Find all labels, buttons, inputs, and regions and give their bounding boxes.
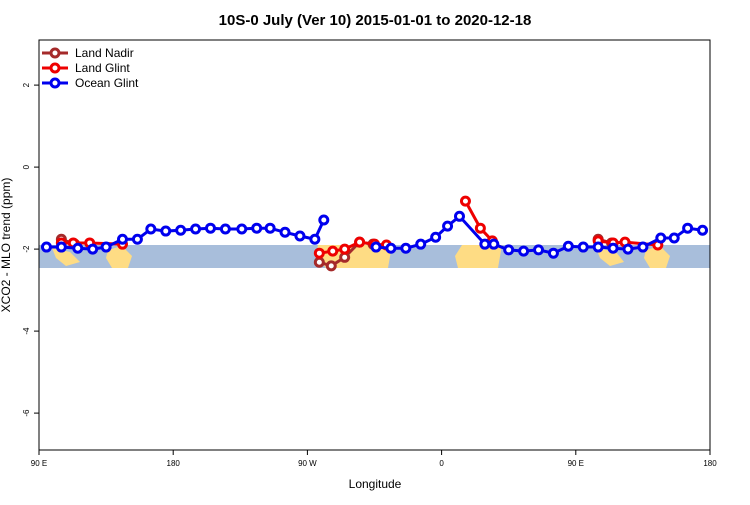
point: [370, 241, 382, 253]
point: [313, 256, 325, 268]
point: [190, 223, 202, 235]
point: [577, 241, 589, 253]
point: [592, 241, 604, 253]
point: [430, 231, 442, 243]
point: [622, 243, 634, 255]
point: [503, 244, 515, 256]
point: [313, 247, 325, 259]
point: [145, 223, 157, 235]
point: [175, 224, 187, 236]
land: [596, 248, 624, 266]
point: [354, 236, 366, 248]
point: [518, 245, 530, 257]
point: [72, 242, 84, 254]
land: [455, 245, 502, 268]
point: [668, 232, 680, 244]
legend-marker: [49, 62, 61, 74]
point: [682, 222, 694, 234]
plot-frame: [38, 39, 711, 451]
y-axis-label: XCO2 - MLO trend (ppm): [0, 178, 13, 313]
point: [251, 222, 263, 234]
y-tick-label: -6: [22, 409, 31, 417]
x-tick-label: 0: [439, 459, 444, 468]
legend-label: Land Glint: [75, 61, 130, 75]
legend-marker: [49, 77, 61, 89]
x-axis-label: Longitude: [349, 477, 402, 491]
point: [453, 210, 465, 222]
y-tick-label: -4: [22, 327, 31, 335]
land: [644, 246, 670, 268]
point: [339, 243, 351, 255]
point: [607, 242, 619, 254]
point: [100, 241, 112, 253]
point: [655, 232, 667, 244]
point: [40, 241, 52, 253]
point: [533, 244, 545, 256]
x-tick-label: 180: [167, 459, 181, 468]
point: [318, 214, 330, 226]
point: [547, 247, 559, 259]
x-tick-label: 90 E: [31, 459, 47, 468]
point: [309, 233, 321, 245]
x-tick-label: 90 W: [298, 459, 317, 468]
point: [488, 238, 500, 250]
point: [697, 224, 709, 236]
point: [204, 222, 216, 234]
point: [219, 223, 231, 235]
point: [459, 195, 471, 207]
point: [160, 225, 172, 237]
point: [385, 242, 397, 254]
legend-marker: [49, 47, 61, 59]
point: [279, 226, 291, 238]
point: [474, 222, 486, 234]
point: [87, 243, 99, 255]
y-tick-label: -2: [22, 245, 31, 253]
x-tick-label: 180: [703, 459, 717, 468]
point: [442, 220, 454, 232]
land: [106, 246, 132, 268]
point: [236, 223, 248, 235]
point: [327, 245, 339, 257]
point: [55, 241, 67, 253]
point: [400, 242, 412, 254]
land: [52, 248, 80, 266]
point: [562, 240, 574, 252]
point: [294, 230, 306, 242]
point: [117, 233, 129, 245]
legend-label: Ocean Glint: [75, 76, 139, 90]
point: [637, 241, 649, 253]
point: [131, 233, 143, 245]
point: [415, 238, 427, 250]
chart-title: 10S-0 July (Ver 10) 2015-01-01 to 2020-1…: [219, 12, 532, 29]
point: [325, 260, 337, 272]
point: [479, 238, 491, 250]
x-tick-label: 90 E: [568, 459, 584, 468]
y-tick-label: 0: [22, 164, 31, 169]
point: [264, 222, 276, 234]
legend-label: Land Nadir: [75, 46, 134, 60]
y-tick-label: 2: [22, 82, 31, 87]
